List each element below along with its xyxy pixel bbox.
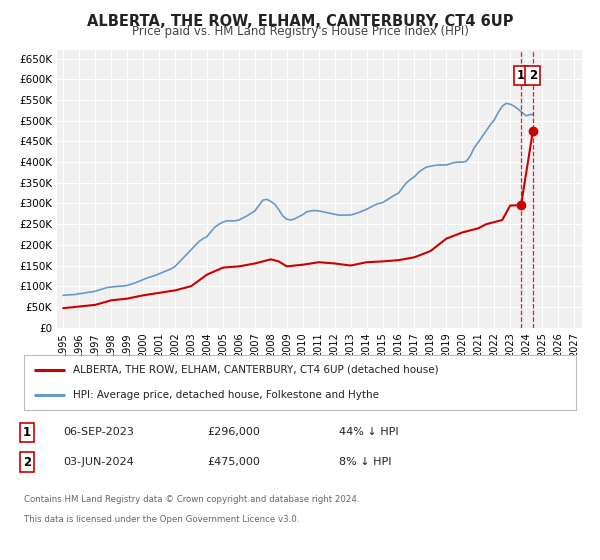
Text: £475,000: £475,000: [207, 457, 260, 467]
Text: 2: 2: [23, 455, 31, 469]
Text: 03-JUN-2024: 03-JUN-2024: [63, 457, 134, 467]
Text: ALBERTA, THE ROW, ELHAM, CANTERBURY, CT4 6UP (detached house): ALBERTA, THE ROW, ELHAM, CANTERBURY, CT4…: [73, 365, 438, 375]
Text: This data is licensed under the Open Government Licence v3.0.: This data is licensed under the Open Gov…: [24, 515, 299, 524]
Text: £296,000: £296,000: [207, 427, 260, 437]
Text: HPI: Average price, detached house, Folkestone and Hythe: HPI: Average price, detached house, Folk…: [73, 390, 379, 400]
Text: 8% ↓ HPI: 8% ↓ HPI: [339, 457, 391, 467]
Text: Contains HM Land Registry data © Crown copyright and database right 2024.: Contains HM Land Registry data © Crown c…: [24, 495, 359, 504]
Text: Price paid vs. HM Land Registry's House Price Index (HPI): Price paid vs. HM Land Registry's House …: [131, 25, 469, 38]
Text: ALBERTA, THE ROW, ELHAM, CANTERBURY, CT4 6UP: ALBERTA, THE ROW, ELHAM, CANTERBURY, CT4…: [87, 14, 513, 29]
Text: 1: 1: [517, 69, 525, 82]
Text: 2: 2: [529, 69, 537, 82]
Text: 1: 1: [23, 426, 31, 439]
Text: 06-SEP-2023: 06-SEP-2023: [63, 427, 134, 437]
Text: 44% ↓ HPI: 44% ↓ HPI: [339, 427, 398, 437]
